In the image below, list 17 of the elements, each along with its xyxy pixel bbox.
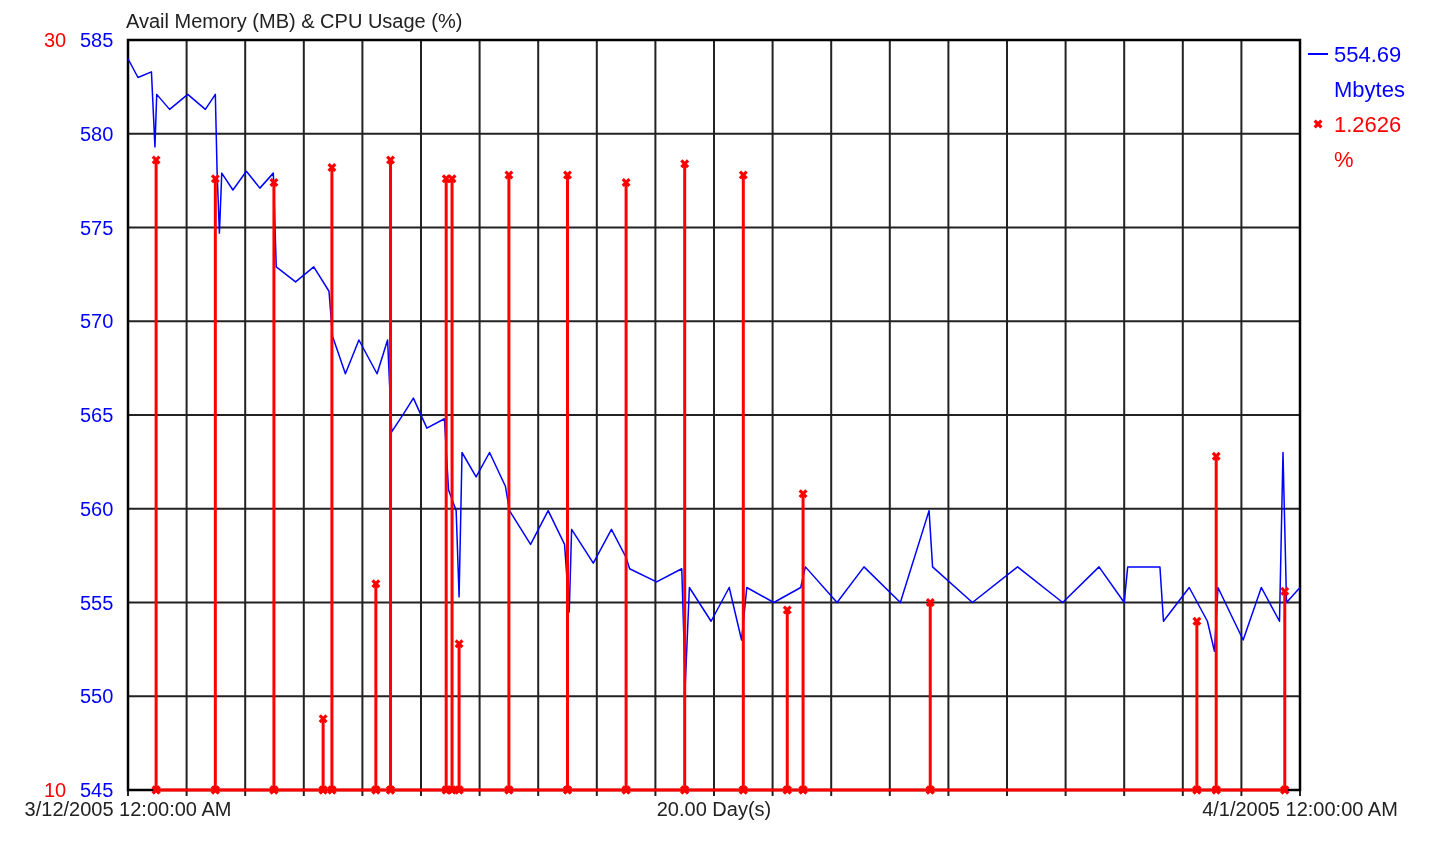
y2-tick-label: 10: [44, 779, 67, 801]
y2-tick-label: 30: [44, 29, 67, 51]
y-tick-label: 550: [80, 685, 114, 708]
y-tick-label: 570: [80, 310, 114, 333]
y-tick-label: 555: [80, 591, 114, 614]
x-tick-label: 3/12/2005 12:00:00 AM: [24, 798, 232, 820]
x-tick-label: 4/1/2005 12:00:00 AM: [1202, 798, 1398, 820]
legend-label: 1.2626 %: [1334, 112, 1402, 172]
y-tick-label: 545: [80, 779, 114, 801]
y-tick-label: 580: [80, 122, 114, 145]
y-tick-label: 565: [80, 404, 114, 426]
y-tick-label: 585: [80, 29, 114, 51]
x-axis-title: 20.00 Day(s): [656, 798, 772, 820]
y-tick-label: 575: [80, 216, 114, 239]
y-tick-label: 560: [80, 497, 114, 520]
legend-label: 554.69 Mbytes: [1334, 42, 1405, 102]
chart-title: Avail Memory (MB) & CPU Usage (%): [126, 10, 463, 32]
